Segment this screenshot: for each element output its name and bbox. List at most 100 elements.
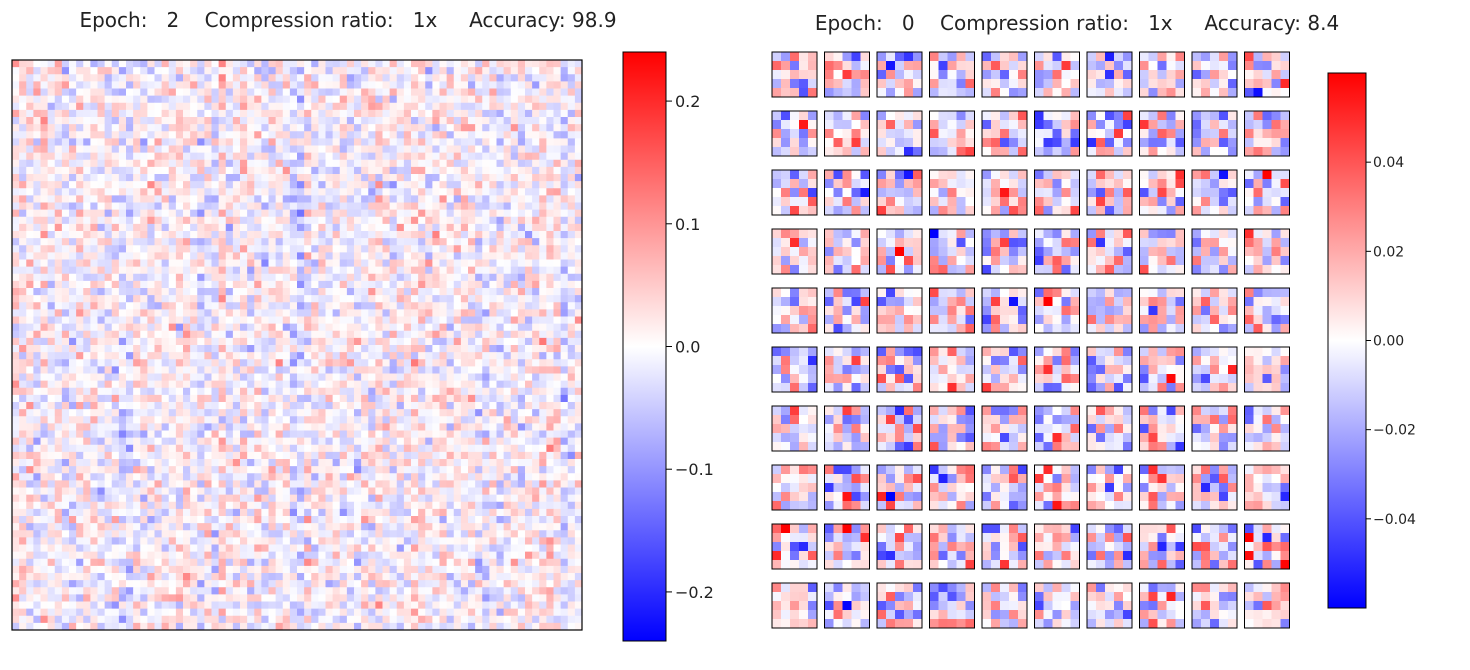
heatmap-cell [133, 352, 141, 360]
heatmap-cell [197, 152, 205, 161]
heatmap-cell [40, 95, 49, 104]
heatmap-cell [97, 280, 106, 289]
heatmap-cell [446, 330, 455, 339]
heatmap-cell [118, 88, 127, 97]
heatmap-cell [432, 459, 440, 467]
heatmap-cell [339, 117, 348, 125]
heatmap-cell [297, 373, 305, 382]
heatmap-cell [133, 501, 141, 510]
heatmap-cell [432, 423, 440, 431]
heatmap-cell [289, 423, 298, 431]
heatmap-cell [389, 223, 398, 232]
heatmap-cell [503, 209, 512, 218]
heatmap-cell [375, 216, 383, 225]
heatmap-cell [275, 67, 284, 75]
heatmap-cell [510, 159, 519, 168]
heatmap-cell [332, 487, 341, 496]
heatmap-cell [232, 295, 241, 303]
heatmap-cell [118, 223, 127, 232]
heatmap-cell [289, 302, 298, 310]
heatmap-cell [168, 487, 177, 496]
heatmap-cell [282, 252, 291, 260]
heatmap-cell [567, 117, 576, 125]
heatmap-cell [147, 81, 155, 89]
heatmap-cell [354, 345, 362, 353]
heatmap-cell [154, 88, 163, 97]
heatmap-cell [168, 359, 177, 367]
heatmap-cell [382, 466, 391, 474]
heatmap-cell [354, 366, 362, 374]
heatmap-cell [496, 138, 505, 146]
heatmap-cell [204, 95, 212, 104]
heatmap-cell [54, 459, 63, 467]
heatmap-cell [240, 273, 248, 282]
heatmap-cell [12, 501, 20, 510]
heatmap-cell [361, 88, 369, 97]
heatmap-cell [133, 394, 141, 403]
heatmap-cell [496, 74, 505, 82]
heatmap-cell [361, 402, 369, 410]
heatmap-cell [539, 131, 547, 139]
heatmap-cell [489, 416, 497, 424]
heatmap-cell [97, 159, 106, 168]
heatmap-cell [268, 487, 277, 496]
heatmap-cell [97, 487, 106, 496]
heatmap-cell [19, 480, 27, 488]
heatmap-cell [553, 195, 562, 203]
heatmap-cell [453, 330, 462, 339]
heatmap-cell [12, 459, 20, 467]
heatmap-cell [282, 373, 291, 382]
heatmap-cell [90, 330, 98, 339]
heatmap-cell [83, 88, 91, 97]
heatmap-cell [368, 288, 376, 296]
heatmap-cell [240, 60, 248, 68]
heatmap-cell [361, 266, 369, 275]
heatmap-cell [240, 337, 248, 346]
heatmap-cell [332, 202, 341, 211]
heatmap-cell [254, 188, 262, 196]
heatmap-cell [104, 466, 113, 474]
heatmap-cell [47, 223, 56, 232]
heatmap-cell [190, 366, 198, 374]
heatmap-cell [218, 174, 227, 182]
heatmap-cell [126, 181, 134, 189]
heatmap-cell [254, 288, 262, 296]
heatmap-cell [268, 430, 277, 439]
heatmap-cell [190, 266, 198, 275]
heatmap-cell [389, 216, 398, 225]
heatmap-cell [289, 102, 298, 111]
heatmap-cell [297, 323, 305, 332]
heatmap-cell [190, 373, 198, 382]
heatmap-cell [574, 345, 583, 353]
heatmap-cell [47, 102, 56, 111]
heatmap-cell [560, 202, 569, 211]
heatmap-cell [332, 451, 341, 460]
heatmap-cell [126, 459, 134, 467]
heatmap-cell [282, 88, 291, 97]
heatmap-cell [546, 245, 554, 253]
heatmap-cell [147, 451, 155, 460]
heatmap-cell [325, 138, 334, 146]
heatmap-cell [489, 166, 497, 175]
heatmap-cell [161, 330, 170, 339]
heatmap-cell [190, 273, 198, 282]
heatmap-cell [26, 102, 34, 111]
heatmap-cell [232, 188, 241, 196]
heatmap-cell [532, 302, 540, 310]
heatmap-cell [311, 473, 319, 481]
heatmap-cell [553, 259, 562, 268]
heatmap-cell [346, 174, 355, 182]
heatmap-cell [368, 216, 376, 225]
heatmap-cell [325, 166, 334, 175]
heatmap-cell [432, 245, 440, 253]
heatmap-cell [339, 131, 348, 139]
heatmap-cell [361, 195, 369, 203]
heatmap-cell [361, 409, 369, 417]
heatmap-cell [432, 302, 440, 310]
heatmap-cell [546, 238, 554, 246]
heatmap-cell [168, 238, 177, 246]
heatmap-cell [389, 81, 398, 89]
heatmap-cell [517, 195, 526, 203]
heatmap-cell [225, 373, 234, 382]
heatmap-cell [432, 74, 440, 82]
